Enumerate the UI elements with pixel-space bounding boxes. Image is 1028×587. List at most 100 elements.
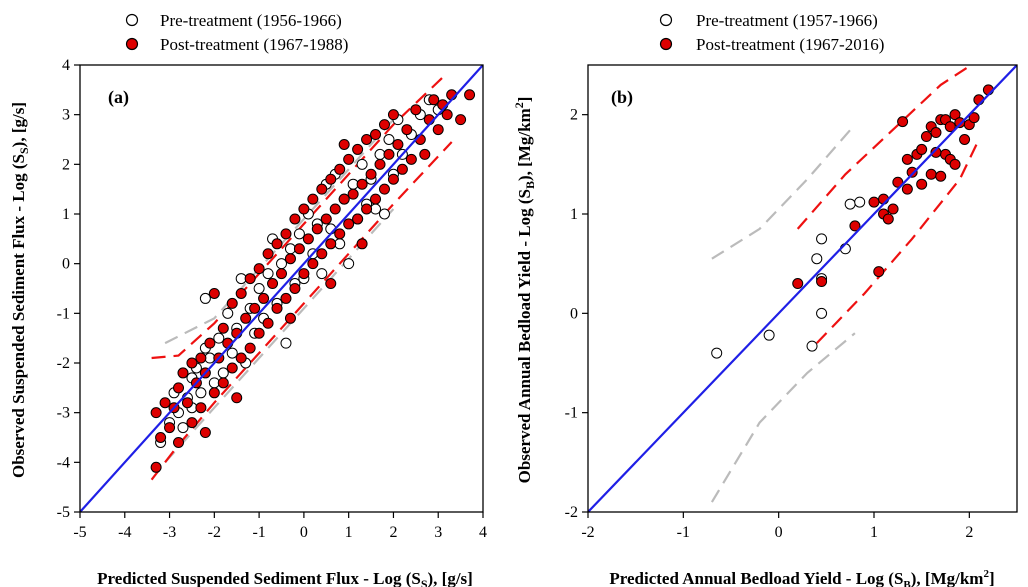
x-tick-label-b: -1 bbox=[677, 524, 690, 541]
legend-b-pre-marker bbox=[659, 13, 673, 27]
y-tick-label-a: 4 bbox=[62, 57, 70, 74]
pre-treatment-point bbox=[199, 292, 211, 304]
post-treatment-point bbox=[405, 153, 417, 165]
post-treatment-point bbox=[949, 109, 961, 121]
legend-b-post-label: Post-treatment (1967-2016) bbox=[696, 35, 884, 54]
legend-b-post-marker bbox=[659, 37, 673, 51]
post-treatment-point bbox=[173, 382, 185, 394]
post-treatment-point bbox=[208, 287, 220, 299]
post-treatment-point bbox=[464, 89, 476, 101]
pre-treatment-point bbox=[711, 347, 723, 359]
legend-a-post-label: Post-treatment (1967-1988) bbox=[160, 35, 348, 54]
y-axis-title-b-sub: B bbox=[523, 181, 537, 189]
y-axis-title-a-sub: S bbox=[17, 147, 31, 154]
y-tick-label-b: 0 bbox=[570, 305, 578, 322]
post-treatment-point bbox=[343, 153, 355, 165]
post-treatment-point bbox=[868, 196, 880, 208]
pre-treatment-point bbox=[816, 307, 828, 319]
post-treatment-point bbox=[930, 146, 942, 158]
pre-treatment-point bbox=[854, 196, 866, 208]
x-axis-title-b-main: Predicted Annual Bedload Yield - Log (S bbox=[609, 569, 903, 587]
post-treatment-point bbox=[298, 203, 310, 215]
post-treatment-point bbox=[235, 352, 247, 364]
x-axis-title-b-sup: 2 bbox=[983, 568, 989, 580]
y-tick-label-a: -4 bbox=[57, 454, 70, 471]
y-axis-title-a: Observed Suspended Sediment Flux - Log (… bbox=[9, 102, 31, 478]
post-treatment-point bbox=[361, 134, 373, 145]
post-treatment-point bbox=[873, 266, 885, 278]
plot-frame-b bbox=[587, 64, 1018, 513]
plot-frame-a bbox=[79, 64, 484, 513]
post-treatment-point bbox=[428, 94, 440, 106]
post-treatment-point bbox=[235, 287, 247, 299]
post-treatment-point bbox=[293, 243, 305, 255]
x-axis-title-b-end: ] bbox=[989, 569, 995, 587]
post-treatment-point bbox=[816, 276, 828, 288]
post-treatment-point bbox=[173, 436, 185, 448]
plot-area-b: -2 -1 0 1 2 -2 -1 0 1 2 bbox=[565, 64, 1018, 541]
pre-band-lower-b bbox=[710, 332, 856, 503]
x-tick-label-a: -2 bbox=[208, 524, 221, 541]
post-treatment-point bbox=[882, 213, 894, 225]
plot-content-b bbox=[588, 65, 1017, 512]
x-tick-label-a: 2 bbox=[389, 524, 397, 541]
post-treatment-point bbox=[316, 248, 328, 260]
post-band-lower-a bbox=[150, 141, 453, 481]
post-treatment-point bbox=[226, 362, 238, 374]
post-treatment-point bbox=[356, 178, 368, 190]
post-treatment-point bbox=[302, 233, 314, 245]
post-treatment-point bbox=[195, 402, 207, 414]
y-axis-title-a-main: Observed Suspended Sediment Flux - Log (… bbox=[9, 154, 28, 478]
one-to-one-line-a bbox=[80, 65, 483, 512]
post-treatment-point bbox=[262, 317, 274, 329]
plot-area-a: -5 -4 -3 -2 -1 0 1 2 3 4 -5 -4 -3 -2 -1 0 1 2 3 4 bbox=[57, 57, 487, 541]
y-tick-label-a: 3 bbox=[62, 107, 70, 124]
post-treatment-point bbox=[949, 158, 961, 170]
y-tick-label-b: -1 bbox=[565, 405, 578, 422]
post-treatment-point bbox=[441, 109, 453, 121]
pre-treatment-point bbox=[316, 268, 328, 280]
post-treatment-point bbox=[155, 432, 167, 443]
post-treatment-point bbox=[329, 203, 341, 215]
y-axis-title-b-end: ] bbox=[515, 97, 534, 103]
x-tick-label-b: 1 bbox=[870, 524, 878, 541]
post-treatment-point bbox=[325, 238, 337, 250]
pre-treatment-point bbox=[356, 158, 368, 170]
post-treatment-point bbox=[289, 283, 301, 294]
post-treatment-point bbox=[455, 114, 467, 126]
one-to-one-line-b bbox=[588, 65, 1017, 512]
post-treatment-point bbox=[901, 153, 913, 165]
legend-a-pre-marker bbox=[125, 13, 139, 27]
x-axis-title-b-sub: B bbox=[903, 579, 911, 587]
post-treatment-point bbox=[338, 193, 350, 205]
post-treatment-point bbox=[334, 228, 346, 240]
post-treatment-point bbox=[316, 183, 328, 195]
post-treatment-point bbox=[925, 168, 937, 180]
post-treatment-point bbox=[343, 218, 355, 230]
post-treatment-point bbox=[298, 268, 310, 280]
legend-b-pre-label: Pre-treatment (1957-1966) bbox=[696, 11, 878, 30]
x-tick-label-a: -5 bbox=[73, 524, 86, 541]
y-axis-title-b-sup: 2 bbox=[512, 102, 526, 108]
y-tick-label-a: -3 bbox=[57, 405, 70, 422]
post-treatment-point bbox=[186, 417, 198, 429]
y-tick-label-a: 1 bbox=[62, 206, 70, 223]
y-tick-label-b: -2 bbox=[565, 504, 578, 521]
post-treatment-point bbox=[356, 238, 368, 250]
post-treatment-point bbox=[226, 297, 238, 309]
post-treatment-point bbox=[365, 168, 377, 180]
post-band-upper-b bbox=[796, 65, 974, 230]
post-treatment-point bbox=[906, 166, 918, 178]
y-axis-title-b-tail: ), [Mg/km bbox=[515, 108, 534, 181]
pre-treatment-point bbox=[378, 208, 390, 220]
post-treatment-point bbox=[280, 228, 292, 240]
post-treatment-point bbox=[944, 121, 956, 133]
pre-treatment-point bbox=[177, 422, 189, 434]
post-treatment-point bbox=[240, 312, 252, 324]
panel-b: Pre-treatment (1957-1966) Post-treatment… bbox=[512, 11, 1018, 587]
post-treatment-point bbox=[392, 138, 404, 150]
post-treatment-point bbox=[901, 183, 913, 195]
post-treatment-point bbox=[199, 427, 211, 439]
post-treatment-point bbox=[284, 312, 296, 324]
